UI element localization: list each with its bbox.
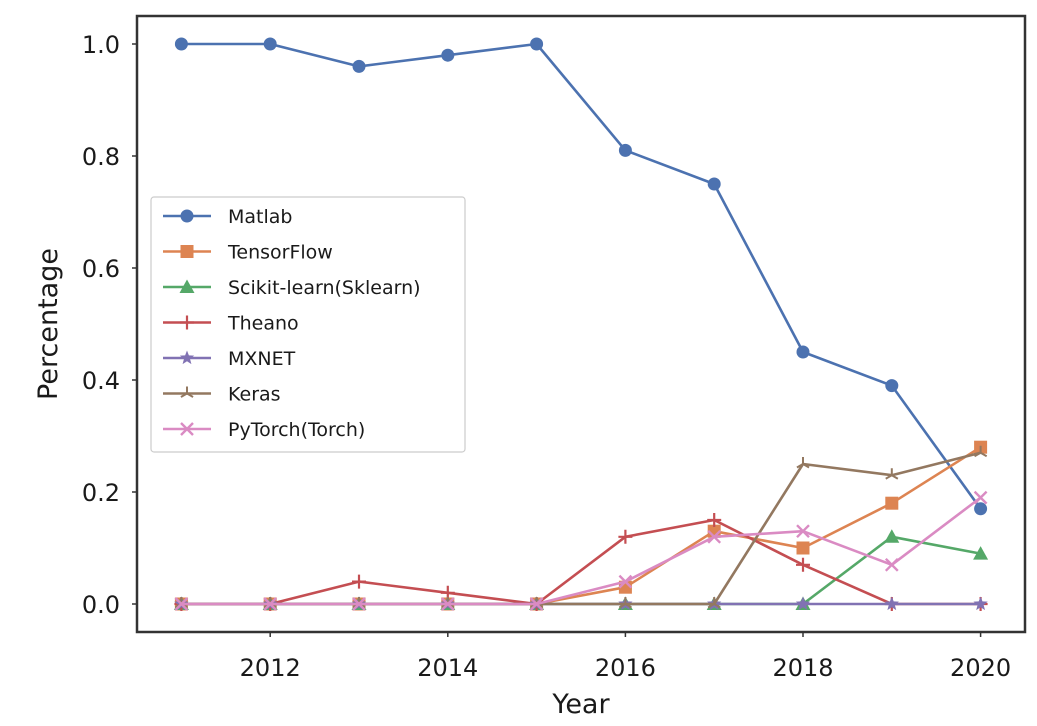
series-line-theano — [181, 518, 981, 606]
data-point-keras — [618, 597, 632, 609]
legend-item-theano: Theano — [163, 313, 299, 335]
x-tick-label: 2018 — [772, 654, 833, 682]
series-line-pytorch-torch — [181, 496, 982, 606]
data-point-mxnet — [795, 596, 811, 611]
x-tick-label: 2012 — [240, 654, 301, 682]
data-point-matlab — [618, 143, 632, 157]
data-point-pytorch-torch — [973, 490, 988, 505]
y-axis-label: Percentage — [33, 248, 64, 400]
x-tick-label: 2016 — [595, 654, 656, 682]
legend-item-mxnet: MXNET — [163, 348, 296, 370]
legend-marker-mxnet — [179, 350, 195, 365]
y-tick-label: 0.8 — [82, 143, 120, 171]
data-point-mxnet — [884, 596, 899, 611]
data-point-matlab — [530, 37, 544, 51]
legend-marker-matlab — [180, 209, 194, 223]
series-tensorflow — [174, 440, 988, 611]
legend-item-scikit-learn-sklearn: Scikit-learn(Sklearn) — [163, 277, 421, 299]
data-point-pytorch-torch — [440, 597, 455, 611]
legend-label: MXNET — [228, 348, 296, 370]
data-point-tensorflow — [796, 541, 810, 555]
legend-marker-pytorch-torch — [180, 422, 194, 436]
legend-marker-tensorflow — [180, 245, 194, 258]
series-line-keras — [181, 451, 981, 606]
data-point-matlab — [352, 59, 366, 73]
data-point-theano — [796, 557, 810, 572]
data-point-matlab — [263, 37, 277, 51]
series-line-matlab — [181, 42, 982, 510]
data-point-matlab — [885, 379, 899, 393]
x-axis-label: Year — [551, 689, 610, 720]
data-point-scikit-learn-sklearn — [884, 529, 900, 543]
x-tick-label: 2020 — [950, 654, 1011, 682]
series-keras — [174, 445, 988, 609]
data-point-pytorch-torch — [263, 597, 278, 611]
data-point-pytorch-torch — [707, 529, 722, 544]
legend-item-pytorch-torch: PyTorch(Torch) — [163, 419, 365, 441]
plot-frame — [135, 14, 1027, 634]
x-axis-ticks: 2012 2014 2016 2018 2020 — [240, 632, 1011, 682]
data-point-scikit-learn-sklearn — [973, 546, 989, 560]
legend-item-keras: Keras — [163, 384, 281, 406]
y-tick-label: 0.6 — [82, 255, 120, 283]
data-point-keras — [885, 468, 899, 480]
plot-area — [173, 37, 989, 611]
series-pytorch-torch — [174, 490, 988, 611]
data-point-keras — [974, 445, 988, 458]
y-tick-label: 1.0 — [82, 31, 120, 59]
data-point-pytorch-torch — [352, 597, 366, 611]
legend-label: Scikit-learn(Sklearn) — [228, 277, 421, 299]
data-point-pytorch-torch — [174, 597, 189, 611]
legend-item-tensorflow: TensorFlow — [163, 242, 333, 264]
x-tick-label: 2014 — [417, 654, 478, 682]
data-point-theano — [618, 529, 633, 544]
legend-item-matlab: Matlab — [163, 206, 292, 228]
series-matlab — [174, 37, 988, 516]
y-tick-label: 0.0 — [82, 591, 120, 619]
data-point-matlab — [174, 37, 188, 51]
y-tick-label: 0.4 — [82, 367, 120, 395]
data-point-matlab — [441, 48, 455, 62]
data-point-pytorch-torch — [618, 574, 633, 589]
y-axis-ticks: 0.0 0.2 0.4 0.6 0.8 1.0 — [82, 31, 137, 619]
legend-label: Keras — [228, 384, 281, 406]
legend-marker-keras — [180, 386, 194, 398]
data-point-matlab — [974, 502, 988, 516]
data-point-matlab — [707, 177, 721, 191]
data-point-keras — [796, 457, 810, 469]
data-point-theano — [707, 513, 722, 527]
legend-label: Theano — [227, 313, 299, 335]
legend-label: Matlab — [228, 206, 292, 228]
data-point-pytorch-torch — [796, 524, 810, 539]
legend: Matlab TensorFlow Scikit-learn(Sklearn) The… — [150, 196, 466, 453]
data-point-tensorflow — [885, 496, 899, 510]
legend-label: TensorFlow — [227, 242, 333, 264]
legend-marker-theano — [180, 315, 194, 330]
y-tick-label: 0.2 — [82, 479, 120, 507]
legend-frame — [150, 196, 466, 453]
data-point-keras — [707, 597, 721, 609]
legend-marker-scikit-learn-sklearn — [179, 279, 195, 293]
data-point-mxnet — [973, 596, 988, 611]
data-point-pytorch-torch — [884, 557, 899, 572]
data-point-matlab — [796, 345, 810, 359]
legend-label: PyTorch(Torch) — [228, 419, 365, 441]
data-point-pytorch-torch — [529, 597, 544, 611]
data-point-theano — [352, 574, 366, 589]
